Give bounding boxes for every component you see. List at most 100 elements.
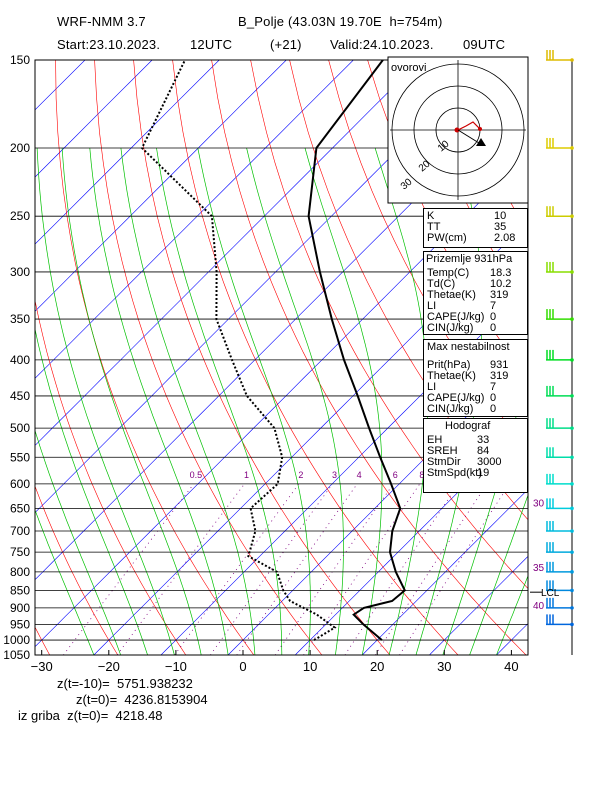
hodograf-value: 33 — [477, 434, 490, 446]
index-key: TT — [427, 221, 441, 233]
mixing-ratio-label: 4 — [357, 470, 362, 480]
surface-row: CIN(J/kg) 0 — [427, 323, 511, 334]
dry-adiabat-line — [563, 60, 600, 655]
mixing-ratio-line — [63, 483, 195, 655]
temp-tick-label: −30 — [31, 659, 53, 674]
temp-tick-label: −10 — [165, 659, 187, 674]
pressure-tick-label: 750 — [10, 545, 30, 559]
maxinst-value: 931 — [490, 359, 509, 371]
indices-panel: K 10 TT 35 PW(cm) 2.08 — [423, 208, 528, 248]
mixing-ratio-label: 0.5 — [190, 470, 203, 480]
temp-tick-label: 20 — [370, 659, 384, 674]
moist-adiabat-line — [120, 147, 256, 655]
run-start-hour: 12UTC — [190, 37, 233, 52]
surface-row: LI 7 — [427, 301, 511, 312]
surface-table: Temp(C) 18.3 Td(C) 10.2 Thetae(K) 319 LI 7 CAPE(… — [427, 268, 511, 334]
moist-adiabat-line — [442, 365, 528, 655]
index-key: PW(cm) — [427, 232, 467, 244]
moist-adiabat-line — [35, 429, 122, 655]
lcl-label: LCL — [541, 588, 560, 599]
surface-value: 10.2 — [490, 278, 512, 290]
maxinst-key: Thetae(K) — [427, 370, 476, 382]
wind-barb — [546, 447, 574, 460]
temperature-profile — [307, 60, 407, 641]
pressure-tick-label: 350 — [10, 312, 30, 326]
surface-value: 319 — [490, 289, 509, 301]
mixing-ratio-line — [399, 483, 510, 655]
indices-table: K 10 TT 35 PW(cm) 2.08 — [427, 211, 515, 244]
maxinst-row: LI 7 — [427, 382, 508, 393]
moist-adiabat-line — [304, 147, 383, 655]
moist-adiabat-line — [61, 147, 202, 655]
pressure-tick-label: 250 — [10, 209, 30, 223]
isotherm-line — [564, 60, 600, 655]
index-row: K 10 — [427, 211, 515, 222]
surface-value: 0 — [490, 311, 497, 323]
isotherm-line — [35, 60, 354, 379]
surface-key: CAPE(J/kg) — [427, 311, 485, 323]
freezing-level-minus10: z(t=-10)= 5751.938232 — [57, 676, 193, 691]
hodograf-panel: Hodograf EH 33 SREH 84 StmDir 3000 StmSpd(kt) 1… — [423, 418, 528, 493]
hodograph-trace — [457, 121, 481, 131]
pressure-tick-label: 450 — [10, 389, 30, 403]
maxinst-key: CIN(J/kg) — [427, 403, 474, 415]
wind-barb — [546, 542, 574, 554]
mixing-ratio-line — [210, 483, 333, 655]
wind-barb — [546, 597, 574, 610]
index-row: TT 35 — [427, 222, 515, 233]
dry-adiabat-line — [133, 60, 391, 655]
station-name: B_Polje (43.03N 19.70E h=754m) — [238, 14, 443, 29]
mixing-ratio-label: 3 — [332, 470, 337, 480]
pressure-tick-label: 600 — [10, 477, 30, 491]
hodograf-row: EH 33 — [427, 435, 501, 446]
wind-barb — [546, 261, 574, 274]
surface-value: 18.3 — [490, 267, 512, 279]
surface-key: Temp(C) — [427, 267, 470, 279]
wind-barb — [546, 473, 574, 486]
moist-adiabat-line — [246, 147, 344, 655]
storm-motion-arrow — [476, 138, 486, 146]
hodograph-inset: 10 20 30 — [387, 56, 529, 204]
surface-key: Td(C) — [427, 278, 456, 290]
pressure-tick-label: 850 — [10, 583, 30, 597]
model-name: WRF-NMM 3.7 — [57, 14, 146, 29]
maxinst-row: CAPE(J/kg) 0 — [427, 393, 508, 404]
surface-row: Thetae(K) 319 — [427, 290, 511, 301]
moist-adiabat-line — [89, 147, 229, 655]
surface-panel: Prizemlje 931hPa Temp(C) 18.3 Td(C) 10.2 The… — [423, 251, 528, 335]
maxinst-key: CAPE(J/kg) — [427, 392, 485, 404]
mixing-ratio-label: 8 — [419, 470, 424, 480]
index-key: K — [427, 210, 435, 222]
isotherm-label: 30 — [533, 499, 545, 510]
maxinst-value: 0 — [490, 392, 497, 404]
hodograf-value: 84 — [477, 445, 490, 457]
wind-barb — [546, 385, 574, 398]
hodograf-row: StmDir 3000 — [427, 457, 501, 468]
hodograf-row: SREH 84 — [427, 446, 501, 457]
wind-barb — [546, 521, 574, 533]
pressure-tick-label: 200 — [10, 141, 30, 155]
maxinst-value: 0 — [490, 403, 497, 415]
temp-tick-label: 0 — [239, 659, 246, 674]
temp-tick-label: 30 — [437, 659, 451, 674]
moist-adiabat-line — [496, 574, 528, 655]
moist-adiabat-line — [197, 147, 311, 655]
max-instability-table: Prit(hPa) 931 Thetae(K) 319 LI 7 CAPE(J/kg) 0 CI… — [427, 360, 508, 415]
moist-adiabat-line — [36, 147, 175, 655]
maxinst-row: Prit(hPa) 931 — [427, 360, 508, 371]
isotherm-label: 40 — [533, 601, 545, 612]
pressure-tick-label: 150 — [10, 53, 30, 67]
wind-barb — [546, 580, 574, 593]
wind-barb — [546, 561, 574, 574]
run-start: Start:23.10.2023. — [57, 37, 161, 52]
maxinst-value: 319 — [490, 370, 509, 382]
plot-frame — [34, 59, 529, 656]
pressure-tick-label: 950 — [10, 617, 30, 631]
mixing-ratio-label: 2 — [298, 470, 303, 480]
max-instability-title: Max nestabilnost — [427, 341, 510, 353]
moist-adiabat-line — [35, 327, 148, 655]
temp-tick-label: 40 — [504, 659, 518, 674]
wind-barb — [546, 614, 574, 627]
wind-barb — [546, 349, 574, 362]
